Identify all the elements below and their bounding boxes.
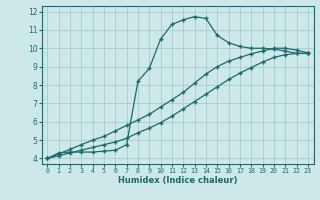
X-axis label: Humidex (Indice chaleur): Humidex (Indice chaleur): [118, 176, 237, 185]
